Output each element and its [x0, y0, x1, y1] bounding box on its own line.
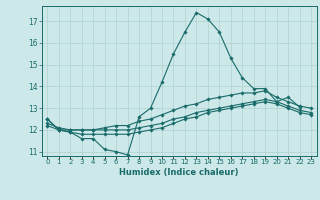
X-axis label: Humidex (Indice chaleur): Humidex (Indice chaleur) [119, 168, 239, 177]
